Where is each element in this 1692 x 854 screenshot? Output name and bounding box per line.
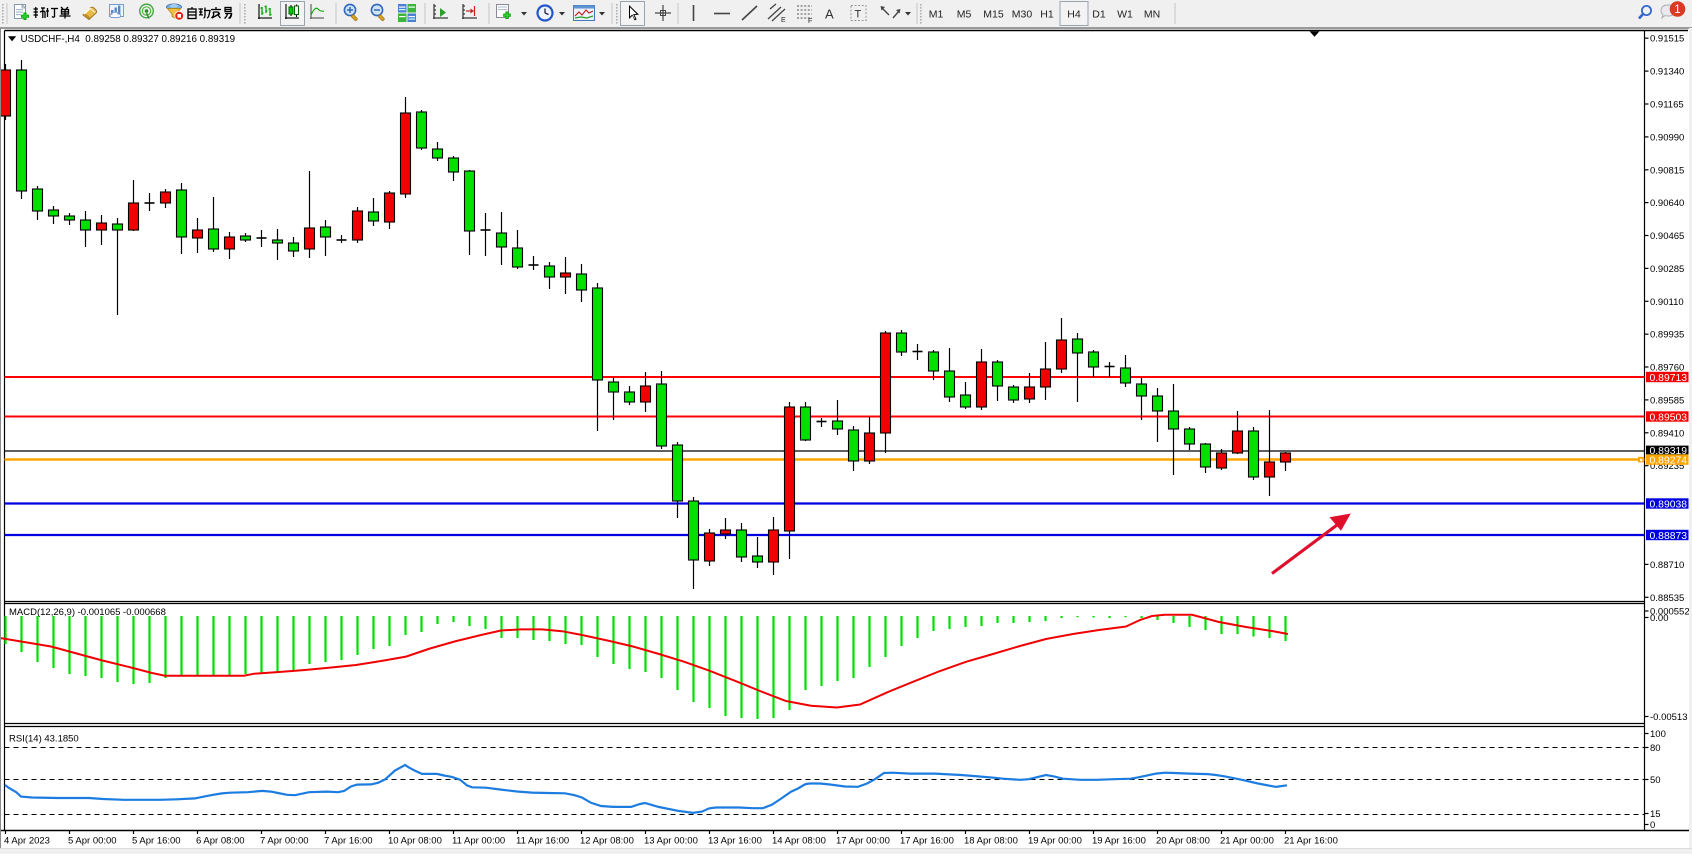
- svg-text:0.90285: 0.90285: [1650, 264, 1684, 275]
- svg-text:17 Apr 00:00: 17 Apr 00:00: [836, 836, 890, 847]
- svg-text:20 Apr 08:00: 20 Apr 08:00: [1156, 836, 1210, 847]
- svg-text:0.89760: 0.89760: [1650, 363, 1684, 374]
- svg-text:0.88873: 0.88873: [1650, 531, 1688, 542]
- svg-text:21 Apr 16:00: 21 Apr 16:00: [1284, 836, 1338, 847]
- svg-text:MACD(12,26,9) -0.001065 -0.000: MACD(12,26,9) -0.001065 -0.000668: [9, 607, 166, 618]
- svg-text:50: 50: [1650, 775, 1661, 786]
- svg-text:W1: W1: [1117, 9, 1133, 21]
- svg-text:5 Apr 00:00: 5 Apr 00:00: [68, 836, 117, 847]
- svg-text:0.89038: 0.89038: [1650, 499, 1688, 510]
- svg-text:12 Apr 08:00: 12 Apr 08:00: [580, 836, 634, 847]
- svg-text:0.90640: 0.90640: [1650, 198, 1684, 209]
- svg-text:13 Apr 00:00: 13 Apr 00:00: [644, 836, 698, 847]
- svg-text:0: 0: [1650, 820, 1655, 831]
- svg-text:0.90465: 0.90465: [1650, 231, 1684, 242]
- svg-text:0.90815: 0.90815: [1650, 165, 1684, 176]
- svg-text:0.89319: 0.89319: [1650, 446, 1688, 457]
- svg-text:17 Apr 16:00: 17 Apr 16:00: [900, 836, 954, 847]
- svg-text:0.91515: 0.91515: [1650, 34, 1684, 45]
- svg-text:MN: MN: [1144, 9, 1160, 21]
- svg-text:0.91165: 0.91165: [1650, 100, 1684, 111]
- svg-text:5 Apr 16:00: 5 Apr 16:00: [132, 836, 181, 847]
- svg-text:0.88710: 0.88710: [1650, 560, 1684, 571]
- svg-text:T: T: [855, 9, 862, 21]
- svg-text:11 Apr 16:00: 11 Apr 16:00: [516, 836, 569, 847]
- svg-text:0.90990: 0.90990: [1650, 132, 1684, 143]
- svg-text:7 Apr 00:00: 7 Apr 00:00: [260, 836, 309, 847]
- svg-text:-0.00513: -0.00513: [1650, 712, 1688, 723]
- svg-text:19 Apr 00:00: 19 Apr 00:00: [1028, 836, 1082, 847]
- svg-text:M15: M15: [983, 9, 1004, 21]
- svg-text:0.89410: 0.89410: [1650, 428, 1684, 439]
- svg-text:0.89585: 0.89585: [1650, 395, 1684, 406]
- svg-text:0.000552: 0.000552: [1650, 607, 1690, 618]
- svg-text:0.89235: 0.89235: [1650, 461, 1684, 472]
- svg-text:USDCHF-,H4 0.89258 0.89327 0.: USDCHF-,H4 0.89258 0.89327 0.89216 0.893…: [21, 34, 236, 45]
- svg-text:6 Apr 08:00: 6 Apr 08:00: [196, 836, 245, 847]
- svg-text:0.89713: 0.89713: [1650, 373, 1688, 384]
- svg-text:0.89503: 0.89503: [1650, 412, 1688, 423]
- svg-text:80: 80: [1650, 743, 1661, 754]
- svg-text:H1: H1: [1040, 9, 1054, 21]
- svg-text:1: 1: [1674, 4, 1680, 16]
- svg-text:7 Apr 16:00: 7 Apr 16:00: [324, 836, 373, 847]
- svg-text:E: E: [781, 17, 786, 24]
- svg-text:10 Apr 08:00: 10 Apr 08:00: [388, 836, 442, 847]
- svg-text:11 Apr 00:00: 11 Apr 00:00: [452, 836, 505, 847]
- svg-text:14 Apr 08:00: 14 Apr 08:00: [772, 836, 826, 847]
- svg-text:0.88535: 0.88535: [1650, 593, 1684, 604]
- svg-text:0.89935: 0.89935: [1650, 330, 1684, 341]
- svg-text:F: F: [808, 18, 812, 25]
- svg-text:0.89274: 0.89274: [1650, 455, 1688, 466]
- svg-text:M5: M5: [957, 9, 972, 21]
- svg-text:H4: H4: [1067, 9, 1081, 21]
- svg-text:21 Apr 00:00: 21 Apr 00:00: [1220, 836, 1274, 847]
- svg-text:15: 15: [1650, 809, 1661, 820]
- svg-text:D1: D1: [1092, 9, 1106, 21]
- svg-text:0.00: 0.00: [1650, 613, 1669, 624]
- svg-text:100: 100: [1650, 729, 1666, 740]
- svg-text:RSI(14) 43.1850: RSI(14) 43.1850: [9, 734, 79, 745]
- svg-text:18 Apr 08:00: 18 Apr 08:00: [964, 836, 1018, 847]
- svg-text:A: A: [825, 7, 834, 22]
- svg-text:M1: M1: [929, 9, 944, 21]
- svg-text:13 Apr 16:00: 13 Apr 16:00: [708, 836, 762, 847]
- svg-text:M30: M30: [1012, 9, 1033, 21]
- svg-text:19 Apr 16:00: 19 Apr 16:00: [1092, 836, 1146, 847]
- svg-text:4 Apr 2023: 4 Apr 2023: [4, 836, 50, 847]
- svg-text:0.90110: 0.90110: [1650, 297, 1684, 308]
- svg-text:0.91340: 0.91340: [1650, 67, 1684, 78]
